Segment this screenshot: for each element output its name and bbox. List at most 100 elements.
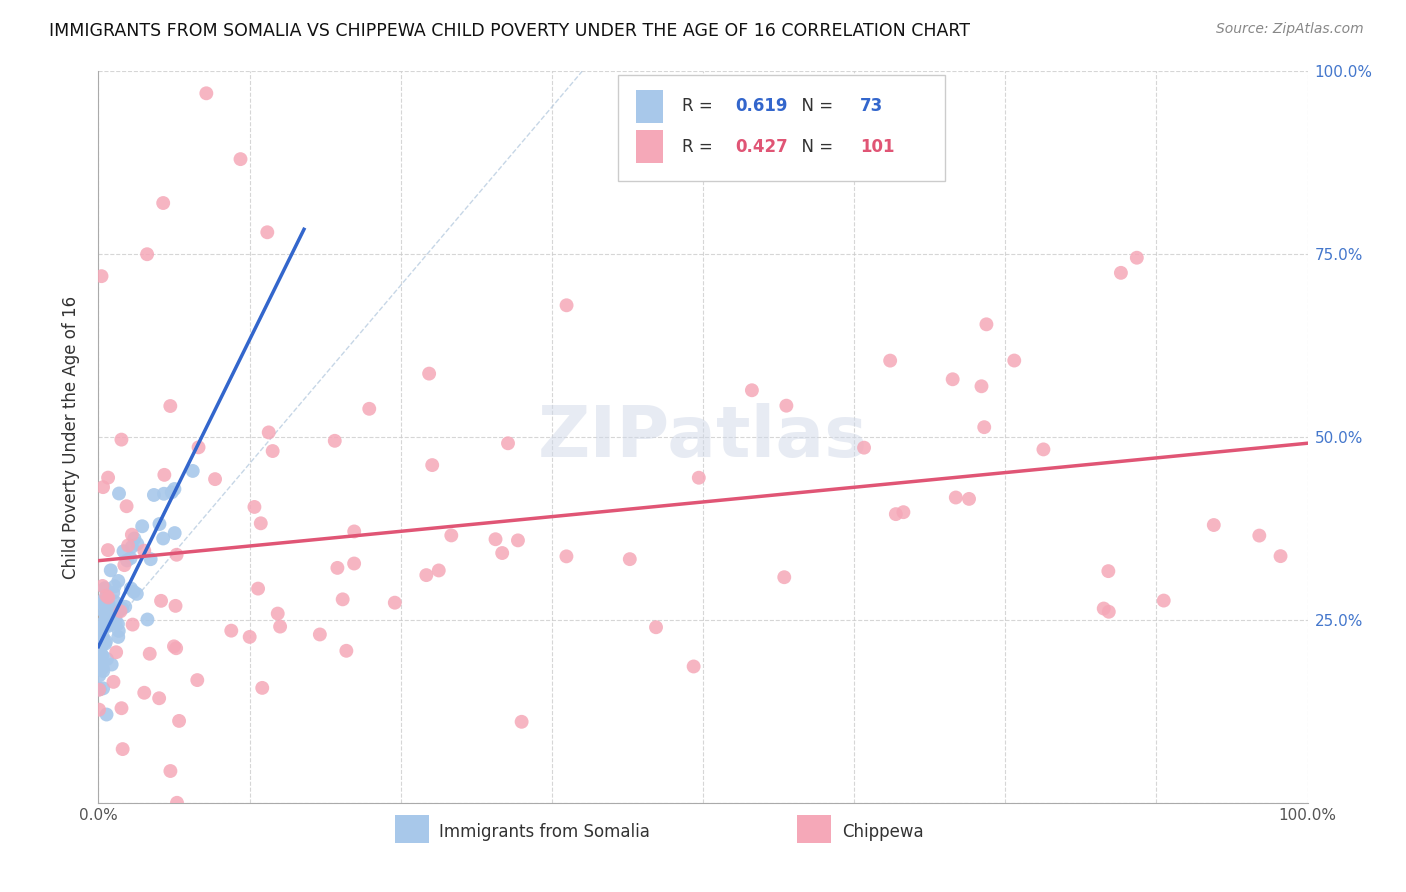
Point xyxy=(555,549,578,564)
Point xyxy=(125,587,148,601)
Point xyxy=(152,532,174,546)
Point xyxy=(976,318,998,332)
Point xyxy=(91,681,114,696)
Point xyxy=(96,589,118,603)
Point xyxy=(1249,528,1271,542)
Point xyxy=(90,620,112,634)
Point xyxy=(107,624,129,638)
Point xyxy=(945,491,967,505)
Point xyxy=(973,420,995,434)
Point xyxy=(100,563,122,577)
Point xyxy=(256,225,278,239)
Point xyxy=(1270,549,1292,563)
Text: R =: R = xyxy=(682,137,718,156)
Point xyxy=(1202,518,1225,533)
Point xyxy=(773,570,796,584)
FancyBboxPatch shape xyxy=(395,815,429,843)
Point xyxy=(1092,601,1115,615)
Point xyxy=(96,707,118,722)
Point xyxy=(942,372,965,386)
Point xyxy=(103,674,125,689)
Point xyxy=(112,544,135,558)
Point xyxy=(257,425,280,440)
Point xyxy=(110,604,132,618)
Point xyxy=(166,796,188,810)
Point xyxy=(165,599,187,613)
Point xyxy=(262,444,284,458)
Point xyxy=(163,526,186,541)
Text: IMMIGRANTS FROM SOMALIA VS CHIPPEWA CHILD POVERTY UNDER THE AGE OF 16 CORRELATIO: IMMIGRANTS FROM SOMALIA VS CHIPPEWA CHIL… xyxy=(49,22,970,40)
Point xyxy=(166,548,188,562)
Point xyxy=(87,703,110,717)
Point xyxy=(97,619,120,633)
Point xyxy=(110,433,132,447)
Point xyxy=(87,595,110,609)
Point xyxy=(384,596,406,610)
Point xyxy=(1109,266,1132,280)
Point xyxy=(89,642,111,657)
Point xyxy=(97,470,120,484)
Point xyxy=(89,632,111,646)
Point xyxy=(121,527,143,541)
Point xyxy=(111,601,134,615)
Point xyxy=(491,546,513,560)
FancyBboxPatch shape xyxy=(637,130,664,163)
Text: ZIPatlas: ZIPatlas xyxy=(538,402,868,472)
Text: Immigrants from Somalia: Immigrants from Somalia xyxy=(440,823,651,841)
Point xyxy=(117,539,139,553)
Point xyxy=(91,648,114,663)
Point xyxy=(104,616,127,631)
Point xyxy=(91,603,114,617)
Point xyxy=(326,561,349,575)
Point xyxy=(970,379,993,393)
Point xyxy=(94,581,117,595)
Point xyxy=(89,668,111,682)
Point xyxy=(165,641,187,656)
Point xyxy=(1098,605,1121,619)
Text: N =: N = xyxy=(792,137,838,156)
Point xyxy=(89,682,111,697)
Point xyxy=(219,624,242,638)
Point xyxy=(104,613,127,627)
Point xyxy=(87,682,110,697)
Text: Chippewa: Chippewa xyxy=(842,823,924,841)
Point xyxy=(142,488,165,502)
Point xyxy=(415,568,437,582)
Text: Source: ZipAtlas.com: Source: ZipAtlas.com xyxy=(1216,22,1364,37)
Point xyxy=(187,440,209,454)
Point xyxy=(105,645,128,659)
Point xyxy=(134,686,156,700)
Point xyxy=(107,604,129,618)
Point xyxy=(91,480,114,494)
Point xyxy=(688,471,710,485)
Point xyxy=(91,596,114,610)
Point xyxy=(90,640,112,654)
Point xyxy=(195,87,218,101)
Point xyxy=(107,630,129,644)
Text: 73: 73 xyxy=(860,97,883,115)
Point xyxy=(619,552,641,566)
Point xyxy=(323,434,346,448)
Point xyxy=(114,599,136,614)
Point xyxy=(91,636,114,650)
Point xyxy=(741,384,763,398)
Point xyxy=(159,764,181,778)
Point xyxy=(122,584,145,599)
Point xyxy=(87,660,110,674)
Point xyxy=(181,464,204,478)
Point xyxy=(94,610,117,624)
Point xyxy=(89,621,111,635)
Point xyxy=(127,537,149,551)
Point xyxy=(103,585,125,599)
Point xyxy=(94,637,117,651)
Point xyxy=(682,659,704,673)
Point xyxy=(159,399,181,413)
Point xyxy=(136,612,159,626)
Text: 101: 101 xyxy=(860,137,894,156)
Point xyxy=(90,659,112,673)
FancyBboxPatch shape xyxy=(637,90,664,122)
Point xyxy=(111,742,134,756)
Point xyxy=(153,487,176,501)
Point xyxy=(89,639,111,653)
Point xyxy=(148,691,170,706)
